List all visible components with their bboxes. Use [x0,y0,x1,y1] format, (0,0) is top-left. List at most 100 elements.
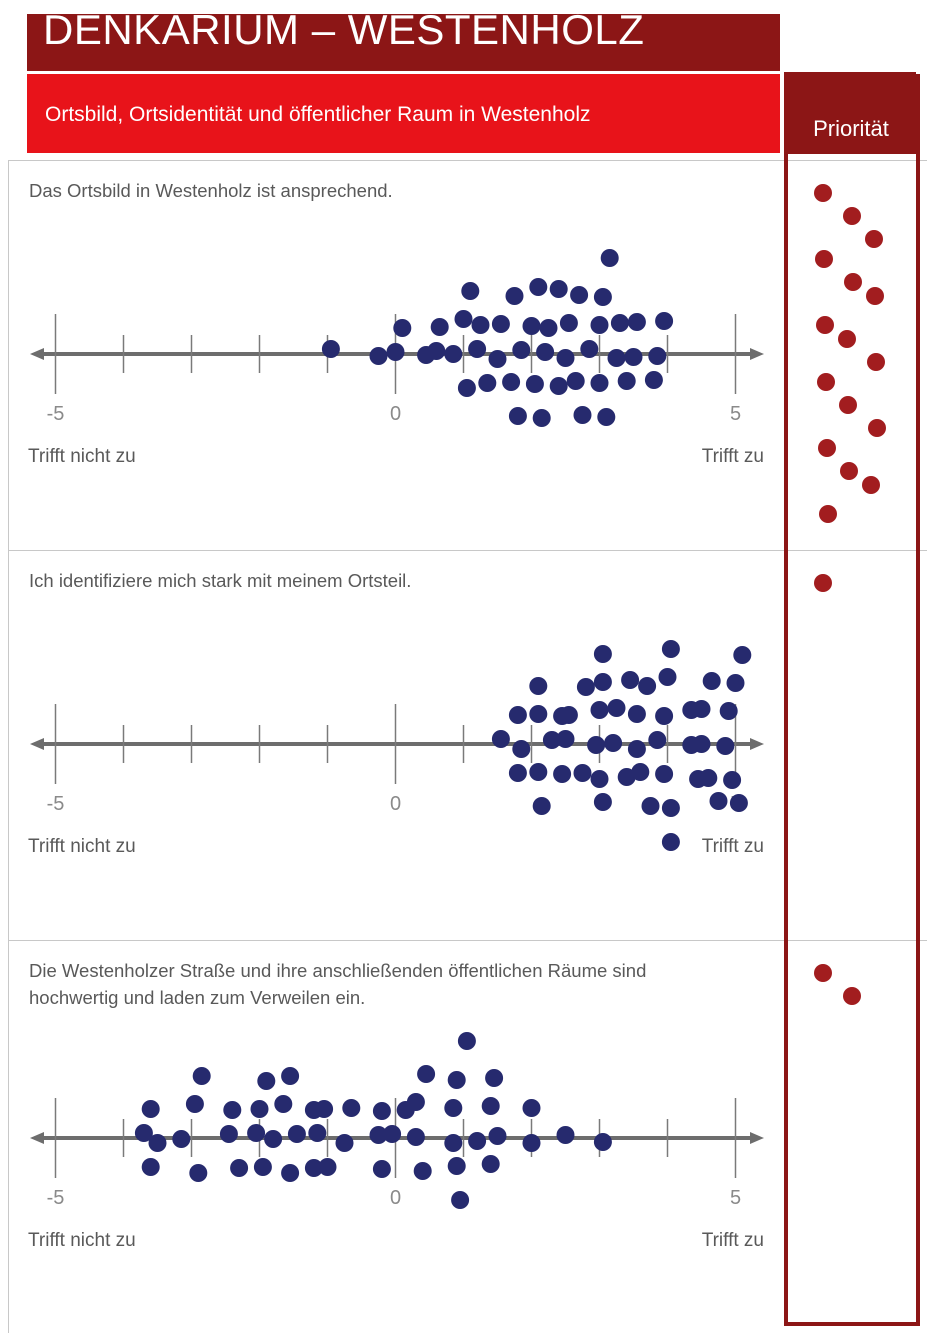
response-dot [587,736,606,754]
response-dot [536,343,555,361]
response-dot [406,1128,425,1146]
priority-dot [868,419,886,437]
response-dot [488,350,507,368]
response-dot [481,1155,500,1173]
response-dot [274,1095,293,1113]
response-dot [406,1093,425,1111]
response-dot [661,640,680,658]
statement-3: Die Westenholzer Straße und ihre anschli… [29,960,647,1008]
response-dot [539,319,558,337]
title-banner [27,14,780,71]
response-dot [417,1065,436,1083]
axis-arrow-right [750,1132,764,1144]
response-dot [250,1100,269,1118]
response-dot [610,314,629,332]
response-dot [321,340,340,358]
priority-dot [814,184,832,202]
response-dot [542,731,561,749]
max-label: Trifft zu [702,446,764,467]
response-dot [716,737,735,755]
response-dot [451,1191,470,1209]
response-dot [627,740,646,758]
left-border [8,160,9,1333]
priority-dot [843,207,861,225]
response-dot [655,312,674,330]
response-dot [570,286,589,304]
response-dot [638,677,657,695]
priority-dot [840,462,858,480]
page-title: DENKARIUM – WESTENHOLZ [43,6,645,53]
response-dot [729,794,748,812]
priority-dot [862,476,880,494]
statement-2: Ich identifiziere mich stark mit meinem … [29,570,412,591]
response-dot [281,1067,300,1085]
response-dot [556,730,575,748]
response-dot [134,1124,153,1142]
response-dot [491,730,510,748]
response-dot [593,673,612,691]
response-dot [468,1132,487,1150]
response-dot [508,407,527,425]
response-dot [369,347,388,365]
response-dot [532,797,551,815]
response-dot [335,1134,354,1152]
response-dot [522,1099,541,1117]
response-dot [386,343,405,361]
response-dot [529,677,548,695]
tick-label: -5 [47,403,65,425]
response-dot [723,771,742,789]
priority-dot [817,373,835,391]
response-dot [621,671,640,689]
priority-dot [818,439,836,457]
response-dot [141,1100,160,1118]
response-dot [478,374,497,392]
response-dot [617,768,636,786]
row-divider [8,940,927,941]
response-dot [553,765,572,783]
tick-label: 0 [390,1187,401,1209]
response-dot [597,408,616,426]
response-dot [491,315,510,333]
response-dot [468,340,487,358]
tick-label: 0 [390,403,401,425]
response-dot [607,699,626,717]
page-subtitle: Ortsbild, Ortsidentität und öffentlicher… [45,103,591,126]
priority-dot [819,505,837,523]
response-dot [627,313,646,331]
response-dot [522,317,541,335]
response-dot [566,372,585,390]
response-dot [648,731,667,749]
response-dot [508,764,527,782]
axis-arrow-left [30,348,44,360]
response-dot [457,379,476,397]
response-dot [372,1102,391,1120]
axis-arrow-left [30,1132,44,1144]
response-dot [454,310,473,328]
response-dot [702,672,721,690]
response-dot [590,701,609,719]
response-dot [444,1134,463,1152]
response-dot [247,1124,266,1142]
response-dot [172,1130,191,1148]
response-dot [481,1097,500,1115]
tick-label: -5 [47,793,65,815]
response-dot [148,1134,167,1152]
priority-dot [839,396,857,414]
priority-header-label: Priorität [813,116,889,141]
response-dot [185,1095,204,1113]
max-label: Trifft zu [702,836,764,857]
axis-arrow-right [750,738,764,750]
response-dot [593,1133,612,1151]
tick-label: 5 [730,403,741,425]
response-dot [505,287,524,305]
response-dot [556,349,575,367]
response-dot [658,668,677,686]
response-dot [590,374,609,392]
priority-dot [844,273,862,291]
response-dot [141,1158,160,1176]
response-dot [549,377,568,395]
response-dot [342,1099,361,1117]
response-dot [631,763,650,781]
response-dot [219,1125,238,1143]
response-dot [661,833,680,851]
